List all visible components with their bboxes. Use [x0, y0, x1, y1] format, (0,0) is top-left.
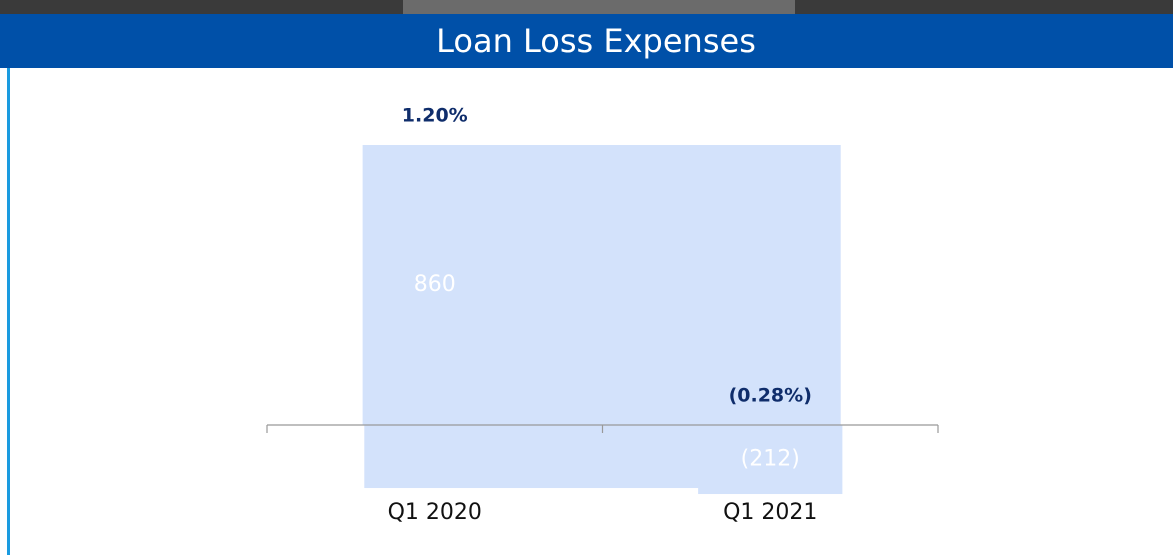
left-rule [7, 68, 10, 555]
x-tick-label: Q1 2020 [388, 500, 482, 525]
title-bar [0, 14, 1173, 68]
value-label: (212) [741, 447, 800, 472]
annotation: (0.28%) [729, 385, 812, 407]
annotation: 1.20% [402, 105, 468, 127]
x-tick-label: Q1 2021 [723, 500, 817, 525]
bar [362, 145, 507, 425]
chart-title: Loan Loss Expenses [436, 22, 756, 60]
top-tab [403, 0, 795, 14]
bar [698, 425, 843, 495]
value-label: 860 [414, 272, 456, 297]
